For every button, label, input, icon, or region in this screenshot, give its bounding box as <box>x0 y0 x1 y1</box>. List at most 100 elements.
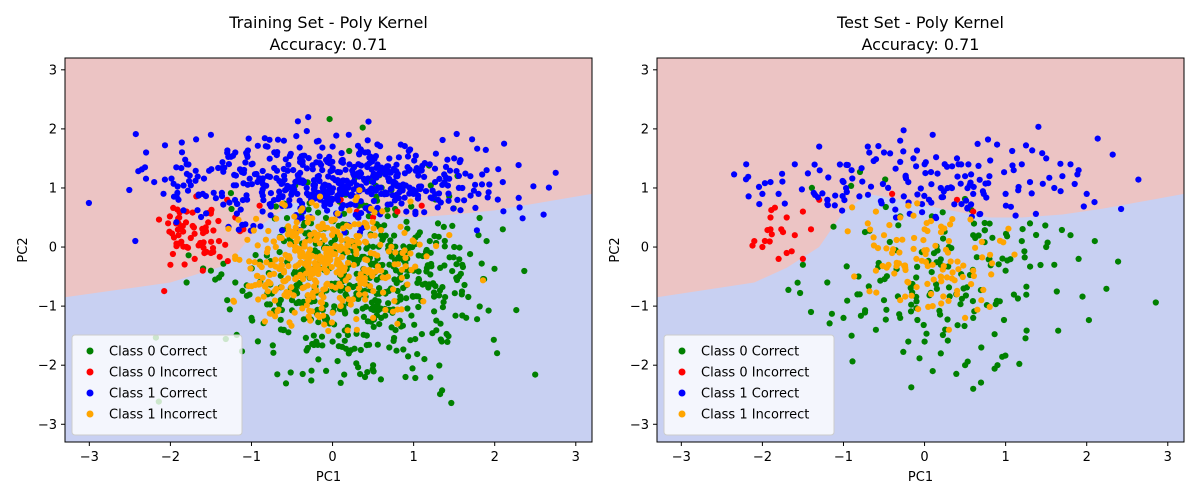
data-point <box>316 256 323 263</box>
data-point <box>949 269 956 276</box>
data-point <box>761 180 769 187</box>
data-point <box>280 327 287 334</box>
data-point <box>973 254 980 261</box>
data-point <box>968 171 975 178</box>
data-point <box>386 155 393 162</box>
data-point <box>913 298 920 305</box>
data-point <box>904 278 911 285</box>
x-tick-label: 2 <box>1083 450 1091 465</box>
y-tick-label: 1 <box>49 181 57 196</box>
data-point <box>476 303 483 310</box>
data-point <box>819 190 826 197</box>
data-point <box>210 248 217 256</box>
data-point <box>915 306 922 313</box>
data-point <box>374 204 381 212</box>
data-point <box>807 226 815 233</box>
data-point <box>896 249 903 256</box>
data-point <box>311 283 318 290</box>
data-point <box>423 253 430 260</box>
data-point <box>944 337 951 344</box>
data-point <box>925 303 932 310</box>
data-point <box>399 187 406 194</box>
data-point <box>1083 190 1090 197</box>
data-point <box>229 152 237 159</box>
data-point <box>432 179 439 186</box>
data-point <box>1021 254 1028 261</box>
data-point <box>456 244 463 251</box>
data-point <box>374 263 381 270</box>
data-point <box>963 197 970 204</box>
data-point <box>215 164 222 172</box>
data-point <box>902 264 909 271</box>
data-point <box>465 293 472 301</box>
data-point <box>278 284 285 291</box>
data-point <box>367 283 374 290</box>
y-tick-label: 0 <box>49 241 57 256</box>
data-point <box>288 297 296 304</box>
data-point <box>284 167 291 174</box>
data-point <box>1007 256 1014 263</box>
data-point <box>996 237 1004 244</box>
data-point <box>442 294 449 301</box>
data-point <box>513 307 520 314</box>
data-point <box>318 161 325 168</box>
data-point <box>361 275 368 282</box>
data-point <box>216 253 223 260</box>
data-point <box>920 321 927 329</box>
x-tick-label: −2 <box>161 450 180 465</box>
data-point <box>345 131 352 138</box>
data-point <box>299 305 306 312</box>
data-point <box>262 236 269 243</box>
data-point <box>351 243 358 250</box>
data-point <box>225 161 232 168</box>
data-point <box>418 202 425 209</box>
data-point <box>964 358 971 365</box>
data-point <box>441 237 448 245</box>
scatter-points <box>731 123 1159 392</box>
data-point <box>256 202 263 209</box>
data-point <box>340 267 348 274</box>
data-point <box>250 222 257 230</box>
legend-label: Class 1 Incorrect <box>109 408 217 423</box>
legend-label: Class 0 Incorrect <box>701 366 809 381</box>
x-axis-label: PC1 <box>908 470 933 485</box>
data-point <box>1058 226 1065 234</box>
data-point <box>207 267 214 274</box>
data-point <box>995 261 1002 268</box>
y-tick-label: −1 <box>38 300 57 315</box>
data-point <box>855 273 862 280</box>
data-point <box>895 222 902 229</box>
data-point <box>457 207 464 214</box>
data-point <box>365 175 372 182</box>
data-point <box>309 215 316 222</box>
data-point <box>176 214 183 221</box>
axes-frame <box>64 57 593 443</box>
data-point <box>933 281 940 288</box>
data-point <box>470 187 477 194</box>
data-point <box>391 334 398 342</box>
data-point <box>346 223 353 230</box>
data-point <box>451 290 458 297</box>
y-tick-label: 3 <box>641 63 649 78</box>
data-point <box>1029 147 1036 154</box>
data-point <box>238 168 245 176</box>
data-point <box>315 209 322 216</box>
data-point <box>394 320 401 327</box>
data-point <box>353 308 360 315</box>
legend-marker <box>86 347 94 355</box>
data-point <box>1026 220 1034 227</box>
data-point <box>308 252 316 259</box>
data-point <box>928 181 935 188</box>
data-point <box>387 237 394 244</box>
data-point <box>287 150 294 157</box>
data-point <box>944 316 951 323</box>
data-point <box>338 150 345 157</box>
data-point <box>427 182 434 189</box>
data-point <box>266 310 273 317</box>
data-point <box>453 130 460 138</box>
data-point <box>994 141 1001 148</box>
data-point <box>346 147 353 155</box>
data-point <box>515 162 522 169</box>
legend-marker <box>86 368 94 376</box>
data-point <box>1007 203 1015 210</box>
